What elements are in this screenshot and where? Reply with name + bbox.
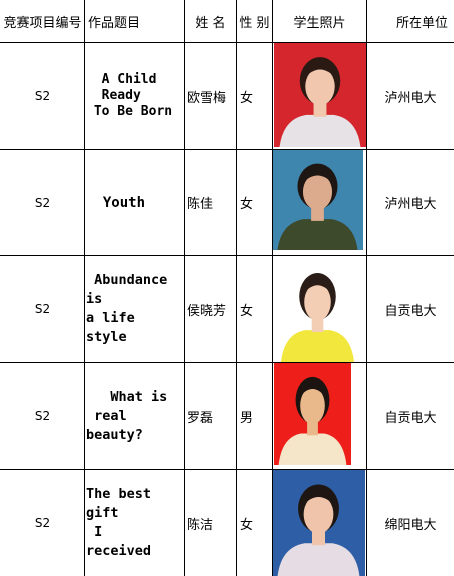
row-2-code: S2 bbox=[34, 195, 51, 210]
row-4-name: 罗磊 bbox=[187, 410, 214, 426]
row-2-student-photo bbox=[272, 150, 363, 250]
grid-line bbox=[0, 362, 454, 363]
header-title: 作品题目 bbox=[88, 15, 141, 31]
row-2-title: Youth bbox=[86, 194, 146, 211]
row-5-title: The best gift I received bbox=[86, 486, 152, 559]
row-2-unit: 泸州电大 bbox=[384, 197, 437, 212]
row-3-name: 侯晓芳 bbox=[187, 303, 227, 319]
grid-line bbox=[84, 0, 85, 576]
row-1-student-photo bbox=[274, 43, 366, 147]
grid-line bbox=[366, 0, 367, 576]
row-4-title-cell: What is real beauty? bbox=[86, 363, 184, 469]
row-2-title-cell: Youth bbox=[86, 150, 184, 255]
row-5-student-photo bbox=[272, 470, 365, 576]
row-4-title: What is real beauty? bbox=[86, 388, 168, 443]
header-name: 姓 名 bbox=[195, 15, 226, 31]
row-3-student-photo bbox=[276, 259, 359, 362]
row-2-gender: 女 bbox=[240, 197, 254, 212]
row-4-gender: 男 bbox=[240, 410, 254, 426]
grid-line bbox=[236, 0, 237, 576]
row-3-title: Abundance is a life style bbox=[86, 272, 168, 345]
row-5-gender: 女 bbox=[240, 517, 254, 533]
row-1-title: A Child Ready To Be Born bbox=[93, 72, 173, 119]
row-2-name: 陈佳 bbox=[187, 197, 214, 212]
row-1-name: 欧雪梅 bbox=[187, 90, 227, 106]
header-gender: 性 别 bbox=[239, 15, 270, 31]
grid-line bbox=[0, 149, 454, 150]
row-1-gender: 女 bbox=[240, 90, 254, 106]
row-5-unit: 绵阳电大 bbox=[384, 517, 437, 533]
row-5-code: S2 bbox=[34, 516, 51, 530]
row-3-title-cell: Abundance is a life style bbox=[86, 256, 184, 362]
row-3-unit: 自贡电大 bbox=[384, 303, 437, 319]
grid-line bbox=[0, 42, 454, 43]
row-3-gender: 女 bbox=[240, 303, 254, 319]
row-5-name: 陈洁 bbox=[187, 517, 214, 533]
header-code: 竞赛项目编号 bbox=[3, 15, 82, 31]
row-4-unit: 自贡电大 bbox=[384, 410, 437, 426]
row-4-student-photo bbox=[274, 363, 351, 465]
row-1-unit: 泸州电大 bbox=[384, 90, 437, 106]
grid-line bbox=[272, 0, 273, 576]
row-4-code: S2 bbox=[34, 409, 51, 423]
grid-line bbox=[0, 469, 454, 470]
grid-line bbox=[184, 0, 185, 576]
row-1-title-cell: A Child Ready To Be Born bbox=[86, 43, 184, 149]
grid-line bbox=[0, 255, 454, 256]
row-1-code: S2 bbox=[34, 89, 51, 103]
row-3-code: S2 bbox=[34, 302, 51, 316]
header-photo: 学生照片 bbox=[293, 15, 346, 31]
row-5-title-cell: The best gift I received bbox=[86, 470, 184, 576]
header-unit: 所在单位 bbox=[395, 15, 448, 31]
